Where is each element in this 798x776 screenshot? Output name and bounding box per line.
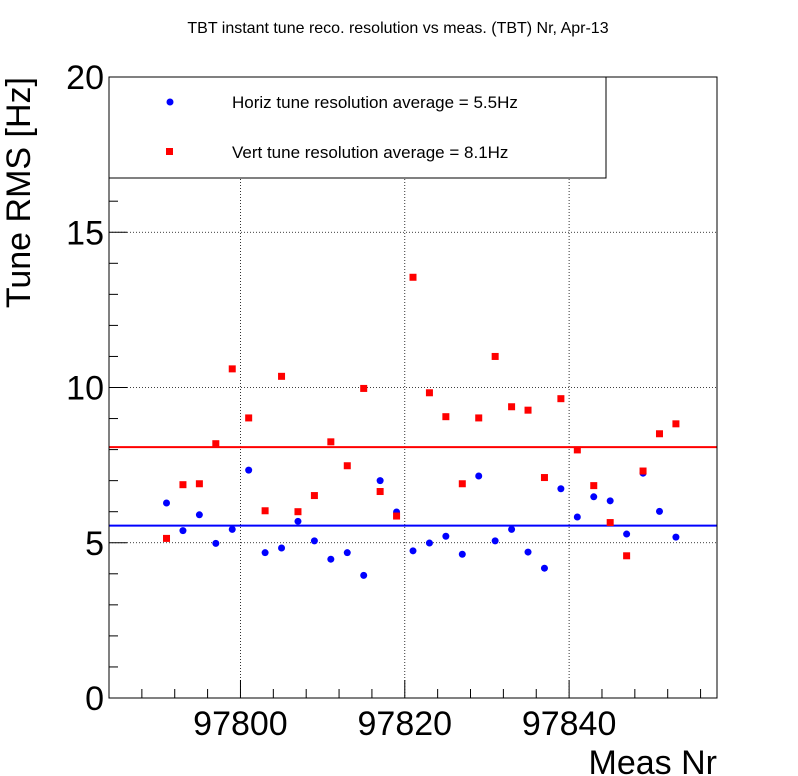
vert-data-point <box>310 492 318 500</box>
y-tick-label: 5 <box>85 525 104 563</box>
horiz-data-point <box>409 547 417 555</box>
horiz-data-point <box>573 513 581 521</box>
vert-data-point <box>639 467 647 475</box>
legend: Horiz tune resolution average = 5.5Hz Ve… <box>108 76 607 179</box>
vert-data-point <box>606 519 614 527</box>
vert-data-point <box>228 365 236 373</box>
legend-box <box>108 76 607 179</box>
horiz-data-point <box>343 549 351 557</box>
axis-ticks <box>108 76 702 699</box>
vert-data-point <box>623 552 631 560</box>
vert-data-point <box>475 414 483 422</box>
horiz-data-point <box>458 550 466 558</box>
x-axis-title: Meas Nr <box>589 744 717 776</box>
vert-data-point <box>573 446 581 454</box>
vert-data-point <box>261 507 269 515</box>
horiz-data-point <box>228 525 236 533</box>
vert-data-point <box>590 482 598 490</box>
horiz-data-point <box>606 497 614 505</box>
horiz-data-point <box>327 555 335 563</box>
vert-data-point <box>557 395 565 403</box>
horiz-data-point <box>425 539 433 547</box>
vert-data-point <box>458 480 466 488</box>
horiz-data-point <box>376 477 384 485</box>
average-lines <box>109 446 717 527</box>
vert-data-point <box>491 352 499 360</box>
vert-data-point <box>425 389 433 397</box>
horiz-data-point <box>179 527 187 535</box>
horiz-data-point <box>524 548 532 556</box>
horiz-data-point <box>360 571 368 579</box>
vert-data-point <box>409 273 417 281</box>
vert-data-point <box>278 372 286 380</box>
y-axis-title: Tune RMS [Hz] <box>0 77 38 308</box>
horiz-data-point <box>491 537 499 545</box>
vert-data-point <box>294 508 302 516</box>
horiz-data-point <box>475 472 483 480</box>
horiz-data-point <box>442 532 450 540</box>
horiz-data-point <box>294 517 302 525</box>
vert-data-point <box>393 512 401 520</box>
vert-data-point <box>508 403 516 411</box>
vert-data-point <box>376 488 384 496</box>
vert-data-point <box>360 384 368 392</box>
tick-labels: 97800 97820 97840 0 5 10 15 20 <box>66 59 616 743</box>
horiz-data-point <box>212 539 220 547</box>
vert-data-point <box>655 430 663 438</box>
x-tick-label: 97820 <box>358 705 453 743</box>
vert-data-point <box>672 420 680 428</box>
horiz-data-point <box>557 485 565 493</box>
horiz-data-point <box>245 466 253 474</box>
vert-data-point <box>163 534 171 542</box>
horiz-data-point <box>163 499 171 507</box>
x-tick-label: 97800 <box>193 705 288 743</box>
data-points <box>163 273 680 579</box>
vert-data-point <box>212 440 220 448</box>
horiz-data-point <box>590 493 598 501</box>
legend-marker-vert <box>166 148 173 155</box>
vert-data-point <box>343 462 351 470</box>
vert-data-point <box>245 414 253 422</box>
horiz-data-point <box>540 564 548 572</box>
horiz-data-point <box>261 549 269 557</box>
vert-data-point <box>540 474 548 482</box>
legend-marker-horiz <box>166 98 174 106</box>
horiz-data-point <box>310 537 318 545</box>
y-tick-label: 0 <box>85 680 104 718</box>
legend-label-vert: Vert tune resolution average = 8.1Hz <box>232 143 508 162</box>
vert-data-point <box>179 481 187 489</box>
y-tick-label: 20 <box>66 59 104 97</box>
legend-label-horiz: Horiz tune resolution average = 5.5Hz <box>232 93 518 112</box>
horiz-data-point <box>672 533 680 541</box>
vert-data-point <box>524 406 532 414</box>
y-tick-label: 10 <box>66 370 104 408</box>
horiz-data-point <box>195 511 203 519</box>
horiz-data-point <box>508 525 516 533</box>
vert-data-point <box>195 480 203 488</box>
horiz-data-point <box>278 544 286 552</box>
x-tick-label: 97840 <box>522 705 617 743</box>
chart-title: TBT instant tune reco. resolution vs mea… <box>187 20 608 37</box>
vert-data-point <box>442 413 450 421</box>
y-tick-label: 15 <box>66 214 104 252</box>
horiz-data-point <box>623 530 631 538</box>
horiz-data-point <box>655 507 663 515</box>
vert-data-point <box>327 438 335 446</box>
